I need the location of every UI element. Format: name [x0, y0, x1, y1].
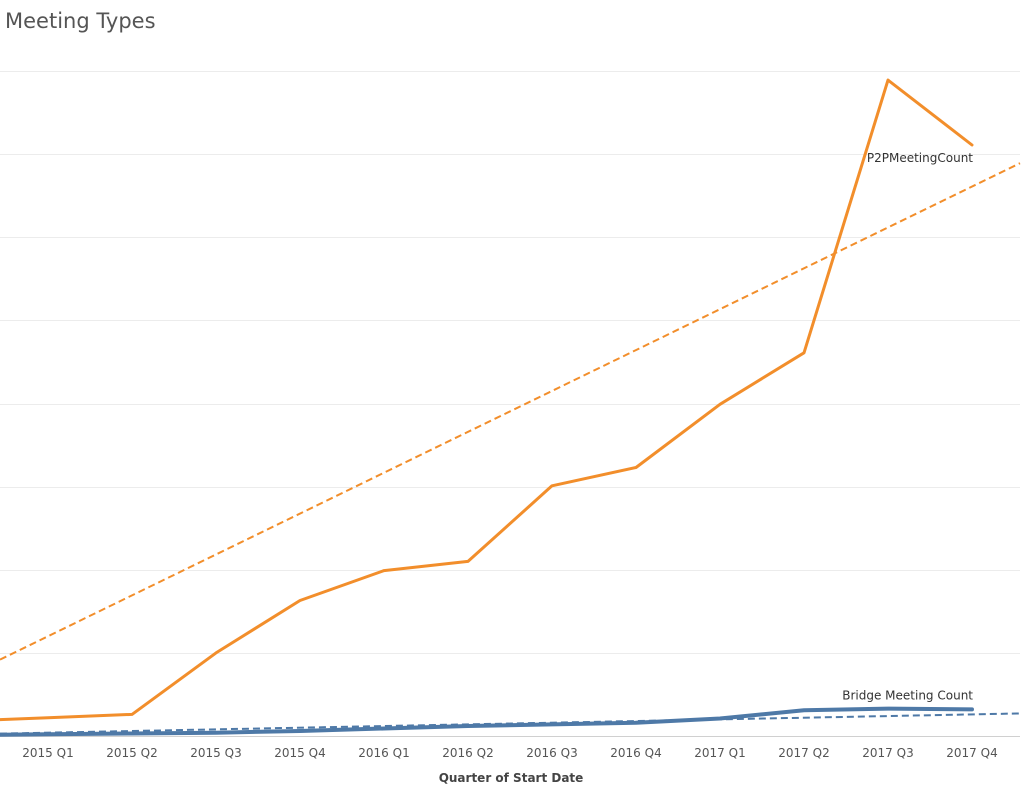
x-tick-label: 2017 Q1	[694, 746, 745, 760]
x-tick-label: 2015 Q3	[190, 746, 241, 760]
series-label: Bridge Meeting Count	[842, 688, 973, 702]
x-tick-label: 2017 Q3	[862, 746, 913, 760]
x-tick-label: 2016 Q4	[610, 746, 661, 760]
x-tick-label: 2016 Q3	[526, 746, 577, 760]
chart-title: Meeting Types	[5, 9, 156, 33]
x-axis-title: Quarter of Start Date	[439, 771, 584, 785]
series-label: P2PMeetingCount	[867, 151, 973, 165]
x-tick-label: 2015 Q4	[274, 746, 325, 760]
x-tick-label: 2017 Q2	[778, 746, 829, 760]
trend-line	[0, 162, 1021, 661]
x-axis: 2015 Q1 2015 Q2 2015 Q3 2015 Q4 2016 Q1 2016 …	[22, 746, 997, 760]
x-tick-label: 2017 Q4	[946, 746, 997, 760]
series-labels: P2PMeetingCount Bridge Meeting Count	[842, 151, 973, 702]
series-lines	[0, 78, 974, 737]
trend-lines	[0, 162, 1021, 735]
series-line	[0, 78, 974, 722]
series-line	[0, 706, 974, 737]
gridlines	[0, 71, 1020, 737]
x-tick-label: 2015 Q1	[22, 746, 73, 760]
x-tick-label: 2016 Q2	[442, 746, 493, 760]
x-tick-label: 2015 Q2	[106, 746, 157, 760]
x-tick-label: 2016 Q1	[358, 746, 409, 760]
